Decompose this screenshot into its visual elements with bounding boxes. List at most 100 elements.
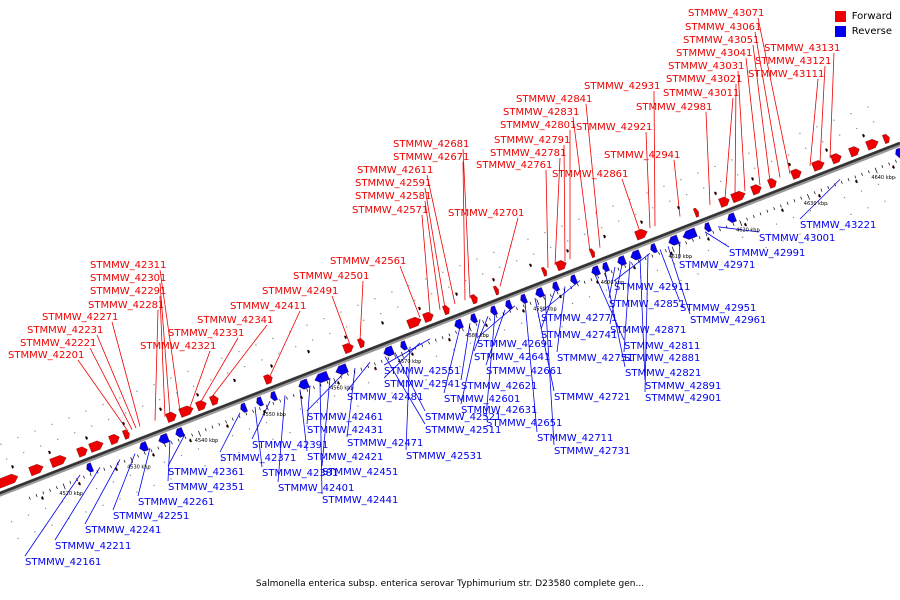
forward-gene-label: STMMW_42591 [355, 178, 431, 189]
scale-tick [76, 478, 79, 482]
forward-gene-arrow [529, 263, 532, 268]
scale-tick [752, 214, 755, 219]
scale-tick [279, 399, 282, 403]
scale-tick [184, 436, 187, 440]
reverse-gene-label: STMMW_42601 [444, 394, 520, 405]
leader-line [96, 334, 137, 429]
track-dot [578, 218, 580, 220]
scale-tick [725, 225, 728, 229]
reverse-gene-arrow [855, 179, 858, 184]
reverse-label: Reverse [851, 26, 892, 37]
scale-tick [637, 259, 640, 263]
reverse-gene-label: STMMW_42531 [406, 451, 482, 462]
track-dot [720, 180, 722, 182]
scale-tick [441, 336, 444, 340]
track-dot [663, 185, 665, 187]
leader-line [189, 350, 211, 408]
scale-tick [455, 330, 457, 334]
scale-tick [522, 304, 525, 308]
scale-tick [732, 222, 735, 226]
track-dot [561, 225, 563, 227]
track-dot [187, 471, 189, 473]
track-dot [340, 311, 342, 313]
forward-gene-label: STMMW_43031 [668, 61, 744, 72]
track-dot [34, 430, 36, 432]
leader-line [269, 310, 301, 377]
track-dot [612, 205, 614, 207]
legend-reverse: Reverse [834, 24, 892, 39]
reverse-gene-label: STMMW_42391 [252, 440, 328, 451]
scale-tick [177, 438, 180, 442]
leader-line [460, 323, 471, 381]
track-dot [894, 177, 897, 179]
track-dot [57, 438, 59, 440]
scale-tick [468, 325, 472, 332]
legend: Forward Reverse [834, 9, 892, 39]
track-dot [771, 160, 773, 163]
track-dot [686, 194, 688, 196]
track-dot [826, 203, 829, 205]
forward-gene-arrow [677, 205, 680, 210]
forward-gene-arrow [406, 317, 422, 330]
scale-tick [509, 309, 512, 313]
scale-tick [55, 486, 58, 490]
reverse-gene-arrow [633, 265, 636, 270]
track-dot [527, 339, 529, 341]
leader-line [473, 316, 489, 352]
leader-line [737, 70, 746, 192]
scale-label: 4640 kbp [871, 175, 895, 181]
scale-tick [482, 320, 485, 324]
track-dot [272, 337, 274, 339]
scale-tick [49, 488, 51, 492]
track-dot [289, 432, 291, 434]
reverse-gene-arrow [314, 370, 330, 383]
leader-line [89, 347, 133, 430]
forward-gene-label: STMMW_42831 [503, 107, 579, 118]
track-dot [822, 141, 824, 143]
forward-gene-arrow [566, 249, 569, 253]
forward-gene-label: STMMW_42321 [140, 341, 216, 352]
reverse-gene-arrow [744, 222, 747, 227]
leader-line [545, 169, 549, 268]
track-dot [340, 412, 342, 414]
forward-gene-label: STMMW_43051 [683, 35, 759, 46]
forward-gene-arrow [178, 405, 194, 418]
leader-line [137, 447, 151, 497]
track-dot [401, 369, 404, 371]
reverse-gene-label: STMMW_42621 [461, 381, 537, 392]
scale-tick [116, 462, 119, 466]
forward-gene-label: STMMW_42681 [393, 139, 469, 150]
scale-tick [89, 472, 92, 477]
scale-tick [204, 428, 207, 432]
forward-gene-arrow [196, 393, 199, 397]
track-dot [136, 390, 138, 392]
track-dot [119, 397, 121, 399]
track-dot [374, 399, 376, 401]
track-dot [323, 418, 325, 420]
reverse-swatch [834, 26, 846, 37]
track-dot [578, 319, 580, 321]
forward-gene-label: STMMW_42761 [476, 160, 552, 171]
reverse-gene-arrow [152, 453, 155, 457]
track-dot [408, 284, 410, 287]
leader-line [544, 294, 555, 446]
reverse-gene-label: STMMW_42821 [625, 368, 701, 379]
reverse-gene-label: STMMW_42631 [461, 405, 537, 416]
leader-line [757, 17, 791, 174]
forward-gene-label: STMMW_43061 [685, 22, 761, 33]
track-dot [102, 403, 104, 406]
track-dot [129, 474, 132, 476]
track-dot [146, 468, 149, 470]
reverse-gene-arrow [670, 251, 673, 256]
scale-tick [69, 480, 72, 484]
reverse-gene-label: STMMW_42441 [322, 495, 398, 506]
forward-gene-arrow [342, 343, 354, 355]
leader-line [717, 226, 760, 233]
track-dot [17, 537, 19, 539]
track-dot [833, 220, 835, 222]
track-dot [550, 246, 552, 249]
scale-tick [556, 291, 559, 295]
scale-tick [42, 491, 45, 495]
leader-line [346, 368, 356, 438]
track-dot [788, 154, 790, 156]
